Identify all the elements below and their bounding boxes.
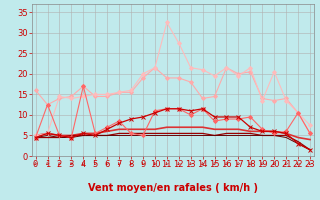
X-axis label: Vent moyen/en rafales ( km/h ): Vent moyen/en rafales ( km/h ) [88,183,258,193]
